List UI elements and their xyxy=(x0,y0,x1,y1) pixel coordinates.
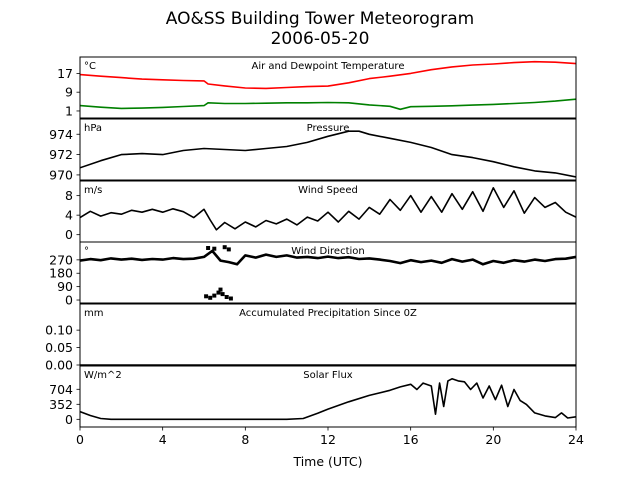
x-axis-label: Time (UTC) xyxy=(292,454,362,469)
panel-unit-label: mm xyxy=(84,308,103,319)
x-axis: 0 4 8 12 16 20 24 xyxy=(76,427,584,447)
series-line-2 xyxy=(80,98,576,111)
panel-frame xyxy=(79,241,577,304)
y-tick-label: 704 xyxy=(49,382,73,397)
wind-direction-point xyxy=(220,292,225,297)
x-tick-label: 20 xyxy=(485,432,501,447)
y-tick-label: 1 xyxy=(65,103,73,118)
panels-group: °C Air and Dewpoint Temperature 1 9 17 hPa Pre… xyxy=(45,56,577,428)
wind-direction-point xyxy=(212,246,217,251)
y-tick-label: 0 xyxy=(65,293,73,308)
panel-title: Wind Direction xyxy=(291,246,365,257)
panel-6-series xyxy=(80,377,576,421)
panel-1: °C Air and Dewpoint Temperature 1 9 17 xyxy=(57,56,577,119)
panel-2-series xyxy=(80,130,576,178)
y-tick-label: 0.00 xyxy=(45,358,73,373)
panel-3-series xyxy=(80,187,576,231)
panel-title: Accumulated Precipitation Since 0Z xyxy=(239,308,417,319)
series-line-1 xyxy=(80,377,576,421)
y-tick-label: 0.05 xyxy=(45,340,73,355)
y-tick-label: 8 xyxy=(65,188,73,203)
panel-4-series xyxy=(80,245,576,301)
y-tick-label: 90 xyxy=(57,279,73,294)
x-tick-label: 12 xyxy=(320,432,336,447)
panel-unit-label: W/m^2 xyxy=(84,370,122,381)
series-line-1 xyxy=(80,187,576,231)
wind-direction-point xyxy=(222,245,227,250)
panel-3: m/s Wind Speed 0 4 8 xyxy=(65,180,577,243)
y-tick-label: 974 xyxy=(49,127,73,142)
panel-unit-label: hPa xyxy=(84,123,102,134)
panel-unit-label: °C xyxy=(84,61,96,72)
panel-title: Pressure xyxy=(307,123,350,134)
panel-unit-label: ° xyxy=(84,246,89,257)
wind-direction-point xyxy=(226,247,231,252)
y-tick-label: 4 xyxy=(65,208,73,223)
panel-title: Air and Dewpoint Temperature xyxy=(252,61,405,72)
panel-frame xyxy=(79,303,577,366)
y-tick-label: 0 xyxy=(65,227,73,242)
panel-title: Solar Flux xyxy=(303,370,353,381)
chart-date: 2006-05-20 xyxy=(271,29,370,49)
series-line-1 xyxy=(80,130,576,178)
wind-direction-point xyxy=(224,295,229,299)
panel-frame xyxy=(79,118,577,181)
x-tick-label: 16 xyxy=(403,432,419,447)
wind-direction-point xyxy=(212,293,217,298)
panel-2: hPa Pressure 970 972 974 xyxy=(49,118,577,182)
x-tick-label: 24 xyxy=(568,432,584,447)
x-tick-label: 8 xyxy=(241,432,249,447)
panel-frame xyxy=(79,56,577,119)
panel-title: Wind Speed xyxy=(298,185,358,196)
wind-direction-point xyxy=(218,287,223,292)
y-tick-label: 17 xyxy=(57,66,73,81)
wind-direction-point xyxy=(206,246,211,250)
wind-direction-point xyxy=(216,290,221,295)
y-tick-label: 352 xyxy=(49,397,73,412)
y-tick-label: 0 xyxy=(65,412,73,427)
panel-unit-label: m/s xyxy=(84,185,102,196)
series-line-1 xyxy=(80,60,576,90)
panel-5: mm Accumulated Precipitation Since 0Z 0.00… xyxy=(45,303,577,373)
y-tick-label: 270 xyxy=(49,252,73,267)
y-tick-label: 972 xyxy=(49,147,73,162)
y-tick-label: 180 xyxy=(49,266,73,281)
y-tick-label: 0.10 xyxy=(45,323,73,338)
chart-title: AO&SS Building Tower Meteorogram xyxy=(166,9,474,29)
wind-direction-point xyxy=(208,295,213,300)
wind-direction-point xyxy=(204,294,209,299)
series-line-1 xyxy=(80,249,576,266)
x-tick-label: 4 xyxy=(159,432,167,447)
y-tick-label: 970 xyxy=(49,167,73,182)
wind-direction-point xyxy=(228,296,233,301)
panel-1-series xyxy=(80,60,576,111)
x-tick-label: 0 xyxy=(76,432,84,447)
y-tick-label: 9 xyxy=(65,85,73,100)
